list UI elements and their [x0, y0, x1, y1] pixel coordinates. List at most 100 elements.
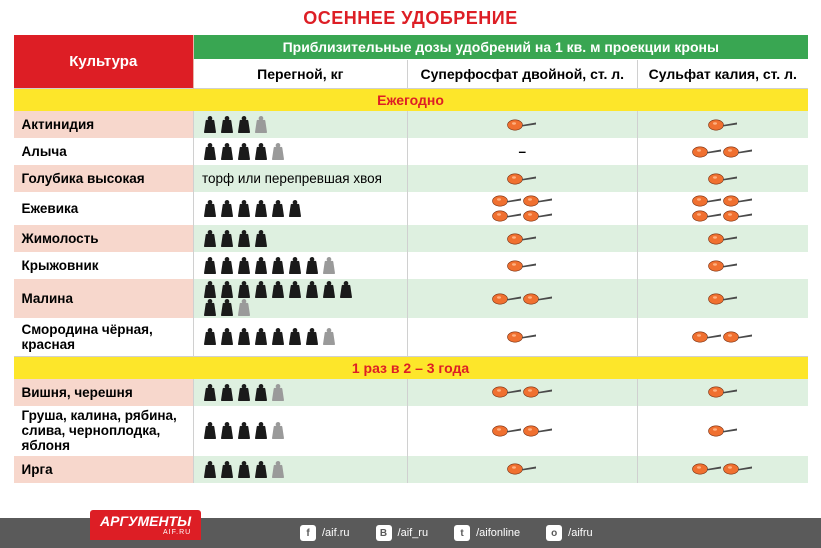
weight-icon — [236, 143, 252, 160]
humus-cell — [194, 192, 408, 225]
social-label: /aif_ru — [398, 527, 429, 539]
weight-icon — [287, 200, 303, 217]
weight-icon — [287, 281, 303, 298]
weight-icons — [202, 461, 399, 478]
spoon-icons — [482, 424, 562, 438]
spoon-icon — [507, 118, 537, 132]
weight-icon — [236, 230, 252, 247]
weight-icon — [270, 328, 286, 345]
spoon-icon — [507, 259, 537, 273]
superphosphate-cell — [407, 225, 637, 252]
humus-cell — [194, 379, 408, 406]
spoon-icon — [708, 385, 738, 399]
sulfate-cell — [638, 165, 808, 192]
spoon-icons — [482, 462, 562, 476]
table-row: Малина — [14, 279, 808, 318]
weight-icon — [253, 384, 269, 401]
spoon-icon — [507, 330, 537, 344]
weight-icon — [236, 257, 252, 274]
culture-name: Груша, калина, рябина, слива, черноплодк… — [14, 406, 194, 456]
culture-name: Вишня, черешня — [14, 379, 194, 406]
social-label: /aifonline — [476, 527, 520, 539]
spoon-icons — [683, 385, 763, 399]
weight-icon — [202, 461, 218, 478]
spoon-icon — [523, 292, 553, 306]
spoon-icons — [683, 259, 763, 273]
table-row: Груша, калина, рябина, слива, черноплодк… — [14, 406, 808, 456]
weight-icon — [202, 281, 218, 298]
humus-cell — [194, 456, 408, 483]
weight-icon — [236, 328, 252, 345]
weight-icon — [253, 143, 269, 160]
superphosphate-cell — [407, 279, 637, 318]
th-doses: Приблизительные дозы удобрений на 1 кв. … — [194, 35, 808, 60]
table-row: Смородина чёрная, красная — [14, 318, 808, 356]
weight-icon — [253, 422, 269, 439]
weight-icons — [202, 116, 399, 133]
spoon-icons — [482, 172, 562, 186]
weight-icon — [219, 299, 235, 316]
sulfate-cell — [638, 111, 808, 138]
section-label: 1 раз в 2 – 3 года — [14, 356, 808, 379]
spoon-icon — [708, 118, 738, 132]
weight-icon — [304, 281, 320, 298]
weight-icons — [202, 200, 399, 217]
social-item[interactable]: o/aifru — [546, 525, 592, 541]
section-header-row: 1 раз в 2 – 3 года — [14, 356, 808, 379]
table-row: Ежевика — [14, 192, 808, 225]
culture-name: Смородина чёрная, красная — [14, 318, 194, 356]
section-label: Ежегодно — [14, 89, 808, 112]
spoon-icon — [492, 424, 522, 438]
th-culture: Культура — [14, 35, 194, 89]
spoon-icons — [482, 232, 562, 246]
spoon-icon — [723, 194, 753, 208]
superphosphate-cell — [407, 165, 637, 192]
social-item[interactable]: B/aif_ru — [376, 525, 429, 541]
social-item[interactable]: t/aifonline — [454, 525, 520, 541]
weight-icon — [219, 422, 235, 439]
weight-icon — [202, 143, 218, 160]
social-icon: f — [300, 525, 316, 541]
spoon-icons — [482, 194, 562, 223]
spoon-icon — [492, 385, 522, 399]
spoon-icon — [507, 232, 537, 246]
weight-icon — [321, 281, 337, 298]
spoon-icon — [692, 194, 722, 208]
weight-icons — [202, 422, 399, 439]
weight-half-icon — [321, 328, 337, 345]
table-row: Ирга — [14, 456, 808, 483]
weight-half-icon — [253, 116, 269, 133]
spoon-icon — [492, 209, 522, 223]
spoon-icons — [482, 385, 562, 399]
humus-cell — [194, 318, 408, 356]
weight-icons — [202, 328, 399, 345]
weight-icon — [219, 281, 235, 298]
social-item[interactable]: f/aif.ru — [300, 525, 350, 541]
weight-icon — [253, 281, 269, 298]
spoon-icon — [723, 462, 753, 476]
spoon-icons — [683, 462, 763, 476]
sulfate-cell — [638, 456, 808, 483]
culture-name: Жимолость — [14, 225, 194, 252]
spoon-icons — [482, 118, 562, 132]
sulfate-cell — [638, 138, 808, 165]
th-super: Суперфосфат двойной, ст. л. — [407, 60, 637, 89]
weight-half-icon — [236, 299, 252, 316]
spoon-icon — [692, 462, 722, 476]
table-row: Алыча– — [14, 138, 808, 165]
weight-icon — [202, 384, 218, 401]
superphosphate-cell — [407, 252, 637, 279]
social-label: /aif.ru — [322, 527, 350, 539]
spoon-icon — [692, 209, 722, 223]
sulfate-cell — [638, 406, 808, 456]
sulfate-cell — [638, 192, 808, 225]
weight-icon — [202, 257, 218, 274]
weight-icon — [338, 281, 354, 298]
weight-icons — [202, 281, 362, 316]
spoon-icon — [723, 330, 753, 344]
weight-icon — [304, 328, 320, 345]
weight-icon — [202, 230, 218, 247]
spoon-icons — [482, 292, 562, 306]
weight-icon — [236, 200, 252, 217]
spoon-icon — [507, 462, 537, 476]
